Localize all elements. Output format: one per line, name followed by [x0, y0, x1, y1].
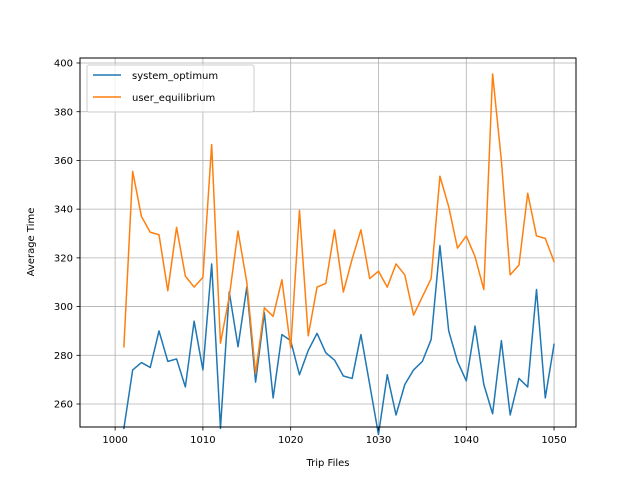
y-axis-ticks: 260 280 300 320 340 360 380 400: [54, 59, 80, 411]
x-tick-label: 1050: [541, 435, 566, 446]
series-line-system-optimum: [123, 244, 555, 436]
x-tick-label: 1040: [454, 435, 479, 446]
y-tick-label: 320: [54, 253, 73, 264]
grid-lines: [80, 58, 576, 427]
legend-box: [86, 64, 255, 113]
y-tick-label: 260: [54, 400, 73, 411]
y-tick-label: 340: [54, 205, 73, 216]
y-tick-label: 400: [54, 59, 73, 70]
y-tick-label: 280: [54, 351, 73, 362]
x-axis-label: Trip Files: [306, 458, 350, 469]
legend-label-user-equilibrium: user_equilibrium: [132, 93, 215, 104]
plot-area-frame: [79, 57, 577, 428]
x-tick-label: 1000: [102, 435, 127, 446]
y-tick-label: 360: [54, 156, 73, 167]
legend: system_optimum user_equilibrium: [86, 64, 255, 113]
series-lines: [123, 73, 556, 436]
y-tick-label: 380: [54, 107, 73, 118]
x-tick-label: 1020: [278, 435, 303, 446]
y-tick-label: 300: [54, 302, 73, 313]
y-axis-label: Average Time: [26, 208, 37, 277]
series-line-user-equilibrium: [123, 73, 556, 375]
x-tick-label: 1030: [366, 435, 391, 446]
x-axis-ticks: 1000 1010 1020 1030 1040 1050: [102, 427, 567, 446]
legend-label-system-optimum: system_optimum: [132, 71, 218, 82]
x-tick-label: 1010: [190, 435, 215, 446]
